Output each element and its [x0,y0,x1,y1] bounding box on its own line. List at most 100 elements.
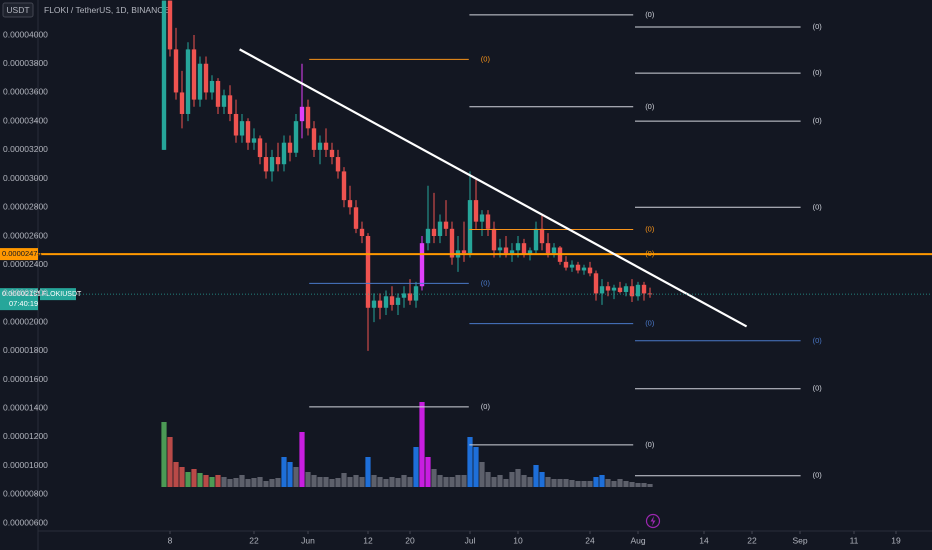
candle-body [161,0,167,150]
level-label: (0) [813,202,823,211]
candle-body [209,80,215,93]
candle-body [431,228,437,236]
candle-body [197,63,203,100]
volume-bar [263,481,269,487]
x-tick-label: 11 [850,535,859,545]
candle-body [167,0,173,50]
candle-body [389,296,395,305]
volume-bar [275,478,281,487]
volume-bar [491,477,497,487]
chart-title: FLOKI / TetherUS, 1D, BINANCE [44,5,169,15]
candle-body [311,128,317,150]
volume-bar [245,479,251,487]
volume-bar [449,477,455,487]
volume-bar [581,481,587,487]
candle-body [605,286,611,291]
price-tag: 0.00002474 [2,249,42,258]
candle-body [233,113,239,136]
level-label: (0) [813,116,823,125]
y-tick-label: 0.00002000 [3,316,48,326]
volume-bar [401,475,407,487]
volume-bar [515,469,521,487]
candle-body [275,157,281,165]
candle-body [335,157,341,172]
volume-bar [329,479,335,487]
volume-bar [365,457,371,487]
volume-bar [485,472,491,487]
y-tick-label: 0.00001200 [3,431,48,441]
candle-body [377,300,383,308]
candle-body [401,293,407,298]
volume-bar [437,475,443,487]
candle-body [533,228,539,251]
candle-body [257,138,263,158]
candle-body [563,261,569,268]
volume-bar [557,479,563,487]
volume-bar [347,477,353,487]
candle-body [449,228,455,258]
candle-body [521,243,527,255]
volume-bar [587,481,593,487]
y-tick-label: 0.00004000 [3,29,48,39]
x-tick-label: 22 [249,535,259,545]
candle-body [509,250,515,254]
volume-bar [569,480,575,487]
candle-body [587,267,593,274]
volume-bar [533,465,539,487]
volume-bar [167,437,173,487]
candle-body [281,142,287,165]
level-label: (0) [645,225,655,234]
candle-body [341,171,347,201]
candle-body [527,250,533,255]
volume-bar [551,479,557,487]
current-price-label: 0.00002195 [2,289,42,298]
candle-body [407,293,413,301]
x-tick-label: 8 [168,535,173,545]
volume-bar [197,473,203,487]
volume-bar [431,469,437,487]
volume-bar [287,462,293,487]
volume-bar [203,475,209,487]
volume-bar [599,475,605,487]
level-label: (0) [813,384,823,393]
level-label: (0) [645,440,655,449]
candle-body [425,228,431,244]
plot [161,0,653,487]
candle-body [611,287,617,291]
volume-bar [305,472,311,487]
volume-bar [269,479,275,487]
candle-body [329,149,335,158]
candle-body [593,273,599,294]
volume-bar [251,478,257,487]
volume-bar [419,402,425,487]
candle-body [479,214,485,222]
x-tick-label: 19 [891,535,901,545]
candle-body [203,63,209,93]
volume-bar [623,481,629,487]
candle-body [437,221,443,236]
quote-tag-box [2,2,34,18]
volume-bar [593,477,599,487]
level-label: (0) [813,22,823,31]
volume-bar [425,457,431,487]
volume-bar [395,478,401,487]
x-tick-label: Aug [630,535,645,545]
candle-body [251,138,257,143]
volume-bar [173,462,179,487]
candle-body [221,95,227,107]
y-tick-label: 0.00003400 [3,115,48,125]
level-label: (0) [481,402,491,411]
x-tick-label: Sep [792,535,807,545]
x-tick-label: 20 [405,535,415,545]
volume-bar [377,477,383,487]
volume-bar [239,475,245,487]
volume-bar [467,437,473,487]
overlay: (0) (0) (0) (0) (0) (0) (0) (0) (0) 0.00002474 (0)… [0,10,932,480]
volume-bar [455,475,461,487]
level-label: (0) [645,249,655,258]
x-tick-label: 10 [513,535,523,545]
volume-bar [383,479,389,487]
y-tick-label: 0.00002600 [3,230,48,240]
event-icon[interactable] [645,513,661,529]
volume-bar [413,447,419,487]
